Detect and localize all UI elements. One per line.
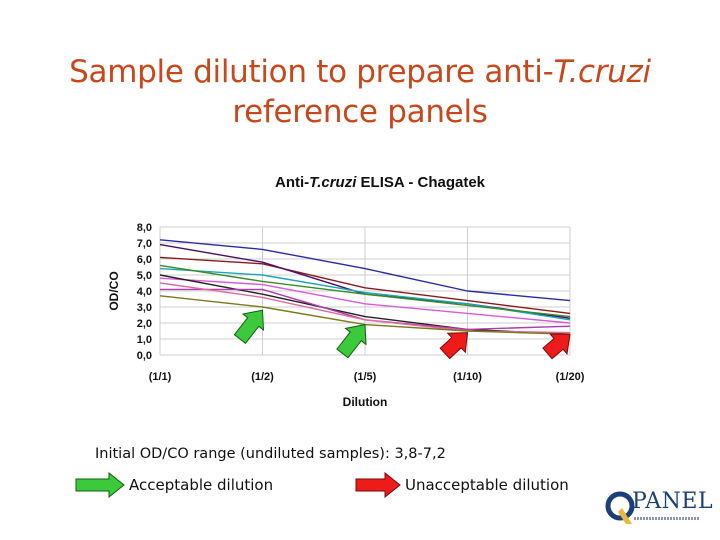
acceptable-arrow-2	[336, 323, 367, 359]
chart-title: Anti-T.cruzi ELISA - Chagatek	[275, 174, 486, 191]
slide-title-line-2: reference panels	[232, 94, 488, 130]
panel-logo: PANEL	[604, 486, 713, 530]
panel-q-logo-icon	[605, 491, 635, 524]
y-tick-label: 2,0	[137, 318, 152, 330]
legend-unacceptable-label: Unacceptable dilution	[405, 476, 569, 494]
legend-acceptable: Acceptable dilution	[75, 472, 273, 498]
x-tick-label: (1/2)	[251, 371, 274, 383]
y-axis-ticks: 0,0 1,0 2,0 3,0 4,0 5,0 6,0 7,0 8,0	[137, 222, 152, 362]
x-tick-label: (1/20)	[556, 371, 585, 383]
od-co-range-note: Initial OD/CO range (undiluted samples):…	[95, 446, 446, 462]
unacceptable-arrow-3	[439, 332, 469, 360]
y-tick-label: 4,0	[137, 286, 152, 298]
y-tick-label: 1,0	[137, 334, 152, 346]
series-line-6	[159, 277, 571, 324]
series-line-2	[159, 256, 571, 315]
x-axis-label: Dilution	[343, 395, 388, 409]
x-tick-label: (1/5)	[354, 371, 377, 383]
y-tick-label: 5,0	[137, 270, 152, 282]
unacceptable-arrow-4	[542, 333, 571, 360]
elisa-line-chart: Anti-T.cruzi ELISA - Chagatek 0,0 1,0 2,0 3…	[107, 174, 585, 409]
slide-title: Sample dilution to prepare anti-T.cruzi …	[0, 52, 720, 132]
green-arrow-icon	[75, 472, 125, 498]
slide-title-italic: T.cruzi	[553, 54, 651, 90]
chart-series	[159, 239, 571, 335]
slide-title-prefix: Sample dilution to prepare anti-	[69, 54, 554, 90]
x-tick-label: (1/1)	[149, 371, 172, 383]
x-axis-ticks: (1/1) (1/2) (1/5) (1/10) (1/20)	[149, 371, 585, 383]
dilution-arrows	[233, 309, 571, 360]
x-tick-label: (1/10)	[453, 371, 482, 383]
series-line-5	[159, 264, 571, 318]
y-axis-label: OD/CO	[107, 271, 121, 310]
panel-logo-text: PANEL	[632, 489, 714, 514]
series-line-1	[159, 239, 571, 302]
legend-acceptable-label: Acceptable dilution	[129, 476, 274, 494]
acceptable-arrow-1	[233, 309, 265, 345]
legend-unacceptable: Unacceptable dilution	[355, 472, 569, 498]
y-tick-label: 3,0	[137, 302, 152, 314]
y-tick-label: 6,0	[137, 254, 152, 266]
y-tick-label: 0,0	[137, 350, 152, 362]
slide-title-line-1: Sample dilution to prepare anti-T.cruzi	[0, 52, 720, 92]
y-tick-label: 8,0	[137, 222, 152, 234]
red-arrow-icon	[355, 472, 401, 498]
y-tick-label: 7,0	[137, 238, 152, 250]
panel-logo-subtitle	[634, 517, 700, 520]
